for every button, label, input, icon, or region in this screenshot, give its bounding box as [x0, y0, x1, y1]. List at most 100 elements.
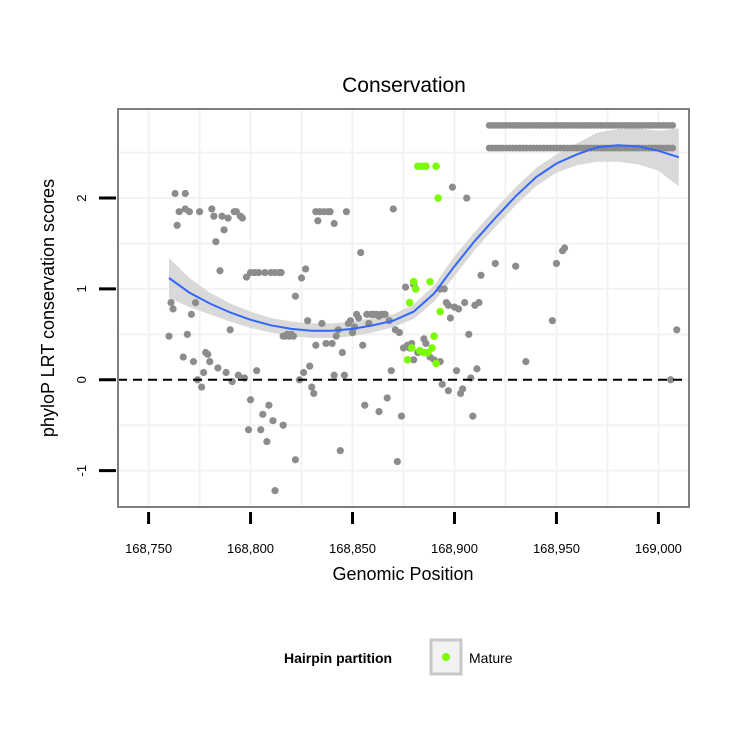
data-point — [422, 339, 430, 348]
data-point — [330, 219, 338, 228]
data-point — [336, 447, 344, 455]
data-point — [463, 194, 471, 202]
data-point — [200, 368, 208, 377]
data-point — [355, 314, 363, 322]
data-point — [318, 319, 326, 328]
y-axis: -1 0 1 2 — [74, 194, 116, 476]
data-point — [165, 332, 173, 340]
data-point — [383, 394, 391, 402]
data-point — [332, 332, 340, 340]
data-point — [561, 244, 569, 252]
data-point — [389, 205, 397, 213]
data-point-mature — [432, 359, 440, 368]
y-tick-label: 0 — [74, 376, 89, 383]
data-point — [218, 212, 226, 220]
data-point — [195, 208, 204, 216]
data-point — [208, 205, 216, 213]
data-point — [314, 217, 322, 225]
data-point — [204, 350, 212, 358]
data-point — [461, 298, 469, 307]
data-point-mature — [405, 298, 414, 307]
data-point-mature — [409, 277, 418, 286]
data-point — [297, 274, 306, 282]
data-point — [173, 221, 181, 229]
data-point — [446, 314, 455, 322]
data-point — [522, 358, 530, 366]
data-point-mature — [422, 162, 430, 171]
data-point — [459, 385, 467, 393]
data-point-mature — [407, 344, 416, 352]
data-point — [189, 358, 198, 366]
data-point — [257, 426, 265, 434]
data-point — [259, 410, 267, 418]
x-axis: 168,750 168,800 168,850 168,900 168,950 169,0… — [125, 512, 682, 556]
data-point-mature — [434, 194, 442, 202]
data-point — [454, 305, 463, 313]
data-point — [185, 208, 193, 216]
legend: Hairpin partition Mature — [284, 638, 513, 676]
data-point — [302, 265, 310, 273]
data-point — [330, 371, 338, 379]
y-tick-label: 1 — [74, 285, 89, 292]
data-point — [395, 328, 404, 337]
data-point-mature — [436, 307, 445, 316]
data-point — [291, 456, 300, 464]
x-tick-label: 168,950 — [533, 541, 580, 556]
data-point-mature — [426, 277, 434, 286]
data-point — [477, 271, 485, 279]
data-point — [306, 362, 314, 370]
data-point — [277, 268, 285, 277]
data-point — [667, 376, 675, 384]
data-point — [348, 328, 357, 337]
data-point-mature — [403, 355, 412, 364]
data-point — [340, 371, 348, 379]
data-point — [181, 189, 189, 198]
data-point — [375, 407, 383, 416]
data-point — [452, 367, 461, 375]
data-point — [269, 417, 277, 425]
data-point — [310, 389, 318, 398]
data-point-mature — [432, 162, 440, 171]
data-point — [198, 383, 206, 391]
data-point — [187, 310, 196, 318]
data-point — [475, 298, 483, 307]
data-point — [387, 367, 395, 375]
data-point — [512, 262, 520, 270]
data-point — [167, 298, 175, 307]
data-point — [222, 368, 230, 377]
legend-label-mature: Mature — [469, 650, 513, 666]
data-point — [669, 144, 677, 152]
data-point — [191, 298, 200, 307]
data-point — [393, 457, 401, 466]
data-point-mature — [430, 332, 438, 340]
data-point — [244, 426, 253, 434]
data-point — [338, 348, 346, 357]
data-point — [299, 368, 308, 377]
data-point — [552, 259, 561, 268]
data-point — [263, 437, 271, 446]
data-point — [397, 412, 406, 420]
data-point — [171, 189, 179, 198]
panel-border — [117, 108, 690, 508]
data-point — [210, 212, 218, 220]
data-point — [238, 214, 246, 222]
data-point — [291, 292, 300, 300]
x-tick-label: 168,750 — [125, 541, 172, 556]
data-point — [491, 259, 499, 268]
data-point — [226, 326, 234, 334]
smooth-line — [168, 144, 680, 332]
data-point — [179, 353, 187, 361]
data-point — [440, 285, 448, 293]
data-point — [410, 356, 418, 364]
legend-key-mature-dot — [442, 653, 450, 661]
data-point — [326, 208, 334, 216]
data-point — [669, 121, 677, 129]
data-point — [224, 214, 232, 222]
data-point — [448, 183, 457, 191]
plot-panel — [117, 108, 690, 508]
data-point — [279, 421, 287, 429]
data-point — [381, 310, 389, 318]
data-point — [255, 268, 263, 277]
data-point — [261, 268, 269, 277]
